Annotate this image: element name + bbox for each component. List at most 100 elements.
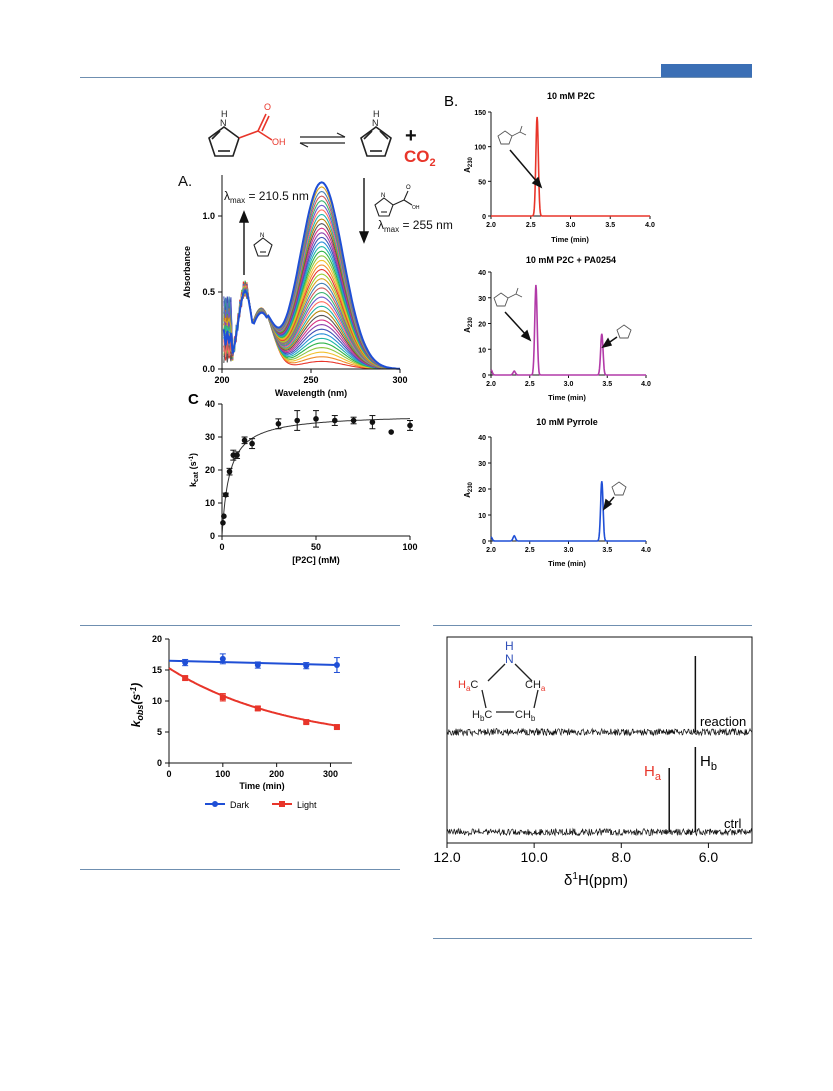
kobs-dark-fit bbox=[168, 659, 337, 667]
nmr-ha-left: HaC bbox=[458, 679, 478, 693]
hplc1-ylabel: A230 bbox=[463, 156, 474, 172]
hplc1-xlabel: Time (min) bbox=[551, 235, 589, 244]
section-rule-left-bottom bbox=[80, 869, 400, 870]
nmr-baseline bbox=[446, 827, 753, 837]
p2c-inset-a-n: N bbox=[381, 193, 385, 199]
panel-a-label: A. bbox=[178, 173, 192, 190]
nmr-peak-hb: Hb bbox=[700, 753, 717, 773]
p2c-n-label: N bbox=[220, 118, 227, 128]
y-tick-label: 100 bbox=[474, 145, 486, 152]
p2c-inset-a-o: O bbox=[406, 185, 411, 191]
panel-c-label: C bbox=[188, 391, 199, 408]
uv-curve bbox=[223, 283, 400, 370]
legend-dark-label: Dark bbox=[230, 800, 250, 810]
kobs-point-dark bbox=[219, 655, 226, 662]
kcat-ticks: 0 50 100 0 10 20 30 40 bbox=[205, 399, 418, 552]
hplc1-axes bbox=[490, 112, 650, 217]
x-tick-label: 3.5 bbox=[605, 222, 615, 229]
hplc2-inset-molecule-p2c bbox=[493, 287, 523, 307]
kcat-point bbox=[234, 452, 240, 458]
x-tick-label: 100 bbox=[402, 542, 417, 552]
pyrrole-structure bbox=[360, 126, 392, 157]
x-tick-label: 2.0 bbox=[486, 547, 496, 554]
pyrrole-inset-a bbox=[253, 237, 273, 257]
kobs-ylabel: kobs(s-1) bbox=[129, 683, 145, 728]
nmr-h: H bbox=[505, 639, 514, 653]
hplc2-ylabel: A230 bbox=[463, 316, 474, 332]
equilibrium-arrows bbox=[299, 132, 346, 148]
y-tick-label: 0 bbox=[482, 214, 486, 221]
nmr-ch-right: CHa bbox=[525, 679, 546, 693]
kobs-point-dark bbox=[182, 659, 189, 666]
x-tick-label: 100 bbox=[215, 769, 230, 779]
x-tick-label: 4.0 bbox=[641, 381, 651, 388]
nmr-xlabel: δ1H(ppm) bbox=[564, 871, 628, 889]
kobs-axes bbox=[168, 639, 352, 764]
section-rule-right-bottom bbox=[433, 938, 752, 939]
y-tick-label: 15 bbox=[152, 665, 162, 675]
x-tick-label: 2.5 bbox=[525, 381, 535, 388]
hplc1-trace bbox=[491, 116, 650, 217]
kobs-legend: Dark Light bbox=[205, 800, 317, 810]
hplc2-arrow-left bbox=[504, 311, 532, 342]
y-tick-label: 0 bbox=[210, 531, 215, 541]
x-tick-label: 12.0 bbox=[433, 849, 460, 865]
y-tick-label: 0 bbox=[482, 373, 486, 380]
y-tick-label: 10 bbox=[478, 513, 486, 520]
uv-xtick-2: 300 bbox=[392, 375, 407, 385]
nmr-frame bbox=[446, 636, 753, 844]
kobs-point-light bbox=[303, 719, 310, 726]
uv-ylabel: Absorbance bbox=[182, 246, 192, 298]
legend-dark: Dark bbox=[205, 800, 250, 810]
x-tick-label: 3.0 bbox=[564, 547, 574, 554]
header-bar bbox=[661, 64, 752, 77]
y-tick-label: 30 bbox=[478, 296, 486, 303]
hplc1-arrow bbox=[509, 149, 543, 189]
kobs-light-fit bbox=[168, 667, 338, 727]
header-rule bbox=[80, 77, 752, 78]
section-rule-left-top bbox=[80, 625, 400, 626]
hplc3-xlabel: Time (min) bbox=[548, 559, 586, 568]
panel-a: A. 0.0 0.5 1.0 200 250 300 Wavelength (n… bbox=[178, 173, 453, 398]
uv-xlabel: Wavelength (nm) bbox=[275, 388, 347, 398]
x-tick-label: 2.0 bbox=[486, 222, 496, 229]
y-tick-label: 5 bbox=[157, 727, 162, 737]
kobs-point-dark bbox=[333, 662, 340, 669]
y-tick-label: 10 bbox=[152, 696, 162, 706]
panel-e: 12.0 10.0 8.0 6.0 N H HaC CHa HbC CHb react… bbox=[433, 636, 753, 889]
hplc2-title: 10 mM P2C + PA0254 bbox=[526, 255, 616, 265]
hplc1-title: 10 mM P2C bbox=[547, 91, 596, 101]
kcat-point bbox=[407, 422, 413, 429]
hplc3-ticks: 2.0 2.5 3.0 3.5 4.0 0 10 20 30 40 bbox=[478, 435, 651, 554]
hplc3-arrow bbox=[602, 496, 615, 511]
hplc2-trace bbox=[490, 284, 646, 376]
nmr-hb-left: HbC bbox=[472, 709, 492, 723]
kcat-xlabel: [P2C] (mM) bbox=[292, 555, 340, 565]
kobs-point-light bbox=[254, 705, 261, 712]
kobs-point-light bbox=[219, 694, 226, 701]
kcat-point bbox=[313, 416, 319, 422]
uv-spectra-curves bbox=[222, 181, 401, 370]
y-tick-label: 20 bbox=[478, 487, 486, 494]
nmr-n: N bbox=[505, 652, 514, 666]
kcat-point bbox=[388, 429, 395, 435]
nmr-peak-ha: Ha bbox=[644, 763, 662, 783]
co2-label: CO2 bbox=[404, 147, 436, 169]
x-tick-label: 4.0 bbox=[641, 547, 651, 554]
x-tick-label: 200 bbox=[269, 769, 284, 779]
hplc3-trace bbox=[490, 481, 646, 542]
x-tick-label: 3.0 bbox=[566, 222, 576, 229]
hplc2-inset-molecule-pyrrole bbox=[616, 324, 632, 339]
panel-b-label: B. bbox=[444, 93, 458, 110]
hplc3-ylabel: A230 bbox=[463, 481, 474, 497]
arrow-up bbox=[238, 210, 250, 275]
hplc3-title: 10 mM Pyrrole bbox=[536, 417, 598, 427]
hplc2-xlabel: Time (min) bbox=[548, 393, 586, 402]
x-tick-label: 2.5 bbox=[525, 547, 535, 554]
y-tick-label: 40 bbox=[478, 435, 486, 442]
hplc2-arrow-right bbox=[601, 336, 618, 349]
uv-ytick-1: 0.5 bbox=[202, 287, 215, 297]
y-tick-label: 20 bbox=[205, 465, 215, 475]
